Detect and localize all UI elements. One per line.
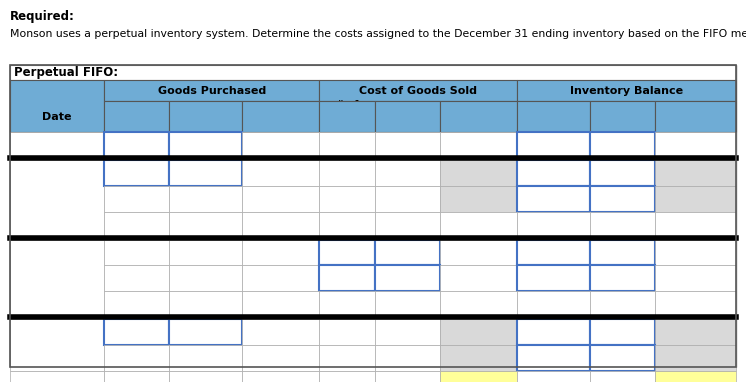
Text: Totals: Totals xyxy=(13,380,43,382)
Text: Goods
Purchased: Goods Purchased xyxy=(251,106,310,127)
Text: # of
Units: # of Units xyxy=(122,106,151,127)
Text: Inventory Balance: Inventory Balance xyxy=(570,86,683,96)
Text: Date: Date xyxy=(43,112,72,121)
Text: December
14: December 14 xyxy=(13,163,67,185)
Text: Monson uses a perpetual inventory system. Determine the costs assigned to the De: Monson uses a perpetual inventory system… xyxy=(10,29,746,39)
Text: Cost Per
Unit: Cost Per Unit xyxy=(182,106,228,127)
Text: Required:: Required: xyxy=(10,10,75,23)
Text: Goods Purchased: Goods Purchased xyxy=(157,86,266,96)
Text: December 7: December 7 xyxy=(13,141,78,151)
Text: Cost of
Goods Sold: Cost of Goods Sold xyxy=(448,106,510,127)
Text: December
21: December 21 xyxy=(13,323,67,345)
Text: Perpetual FIFO:: Perpetual FIFO: xyxy=(14,66,119,79)
Text: # of Units: # of Units xyxy=(527,112,581,121)
Text: Cost of Goods Sold: Cost of Goods Sold xyxy=(359,86,477,96)
Text: Cost Per
Unit: Cost Per Unit xyxy=(599,106,645,127)
Text: Inventory
Balance: Inventory Balance xyxy=(669,106,722,127)
Text: Cost Per
Unit: Cost Per Unit xyxy=(384,106,430,127)
Text: # of
Units
Sold: # of Units Sold xyxy=(333,100,362,133)
Text: December
15: December 15 xyxy=(13,243,67,265)
